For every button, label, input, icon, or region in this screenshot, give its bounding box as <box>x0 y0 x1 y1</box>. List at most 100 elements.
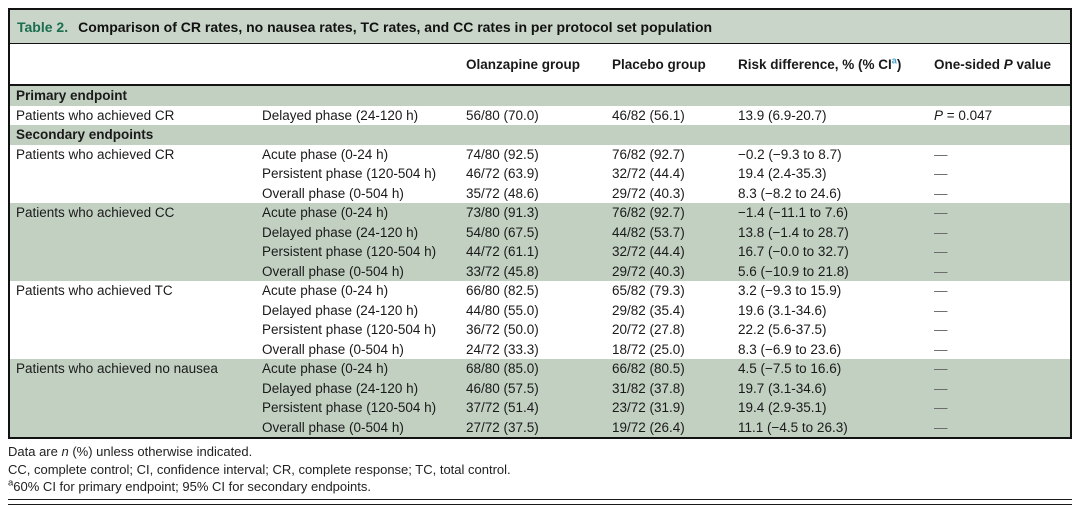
placebo-cell: 19/72 (26.4) <box>612 419 685 435</box>
risk-difference-cell: −1.4 (−11.1 to 7.6) <box>738 205 849 220</box>
endpoint-cell <box>10 301 262 321</box>
olanzapine-cell: 33/72 (45.8) <box>466 263 539 279</box>
p-value-cell: — <box>934 400 948 415</box>
phase-cell: Overall phase (0-504 h) <box>262 419 404 435</box>
placebo-cell: 23/72 (31.9) <box>612 400 685 415</box>
section-header-row: Secondary endpoints <box>10 125 1070 145</box>
olanzapine-cell: 68/80 (85.0) <box>466 361 539 376</box>
table-row: Persistent phase (120-504 h) 44/72 (61.1)… <box>10 242 1070 262</box>
placebo-cell: 18/72 (25.0) <box>612 341 685 357</box>
p-header-italic: P <box>1003 56 1013 72</box>
risk-difference-cell: 19.4 (2.4-35.3) <box>738 166 827 181</box>
footnote-data-note: Data are n (%) unless otherwise indicate… <box>8 444 253 459</box>
table-title-bar: Table 2. Comparison of CR rates, no nause… <box>10 10 1070 44</box>
phase-cell: Persistent phase (120-504 h) <box>262 400 437 415</box>
risk-difference-cell: 19.6 (3.1-34.6) <box>738 302 827 318</box>
table-frame: Table 2. Comparison of CR rates, no nause… <box>8 8 1072 439</box>
table-row: Patients who achieved CR Delayed phase (2… <box>10 105 1070 125</box>
risk-difference-cell: −0.2 (−9.3 to 8.7) <box>738 146 842 162</box>
endpoint-cell <box>10 320 262 340</box>
olanzapine-cell: 66/80 (82.5) <box>466 283 539 298</box>
olanzapine-cell: 74/80 (92.5) <box>466 146 539 162</box>
risk-difference-cell: 22.2 (5.6-37.5) <box>738 322 827 337</box>
table-row: Overall phase (0-504 h) 24/72 (33.3) 18/72… <box>10 339 1070 359</box>
p-header-prefix: One-sided <box>934 56 1004 72</box>
endpoint-cell <box>10 184 262 204</box>
p-value-cell: — <box>934 283 948 298</box>
placebo-cell: 46/82 (56.1) <box>612 107 685 123</box>
table-row: Persistent phase (120-504 h) 46/72 (63.9)… <box>10 164 1070 184</box>
endpoint-cell <box>10 418 262 438</box>
phase-cell: Delayed phase (24-120 h) <box>262 107 419 123</box>
p-value-cell: — <box>934 166 948 181</box>
p-value-cell: — <box>934 263 948 279</box>
section-title: Secondary endpoints <box>16 127 154 142</box>
column-header-row: Olanzapine group Placebo group Risk diff… <box>10 44 1070 86</box>
table-row: Persistent phase (120-504 h) 37/72 (51.4)… <box>10 398 1070 418</box>
risk-header-text: Risk difference, % (% CI <box>738 56 892 72</box>
placebo-cell: 44/82 (53.7) <box>612 224 685 240</box>
bottom-double-rule <box>8 498 1072 505</box>
phase-cell: Persistent phase (120-504 h) <box>262 322 437 337</box>
p-value-cell: — <box>934 185 948 201</box>
column-header-p-value: One-sided P value <box>934 57 1070 72</box>
p-value-cell: — <box>934 302 948 318</box>
phase-cell: Delayed phase (24-120 h) <box>262 380 419 396</box>
phase-cell: Persistent phase (120-504 h) <box>262 166 437 181</box>
olanzapine-cell: 35/72 (48.6) <box>466 185 539 201</box>
column-header-risk-difference: Risk difference, % (% CIa) <box>738 57 934 72</box>
endpoint-cell <box>10 379 262 399</box>
placebo-cell: 29/72 (40.3) <box>612 185 685 201</box>
placebo-cell: 29/82 (35.4) <box>612 302 685 318</box>
risk-difference-cell: 19.4 (2.9-35.1) <box>738 400 827 415</box>
table-row: Overall phase (0-504 h) 35/72 (48.6) 29/72… <box>10 183 1070 204</box>
section-title: Primary endpoint <box>16 88 128 103</box>
endpoint-cell <box>10 164 262 184</box>
footnote-marker-a-icon: a <box>891 56 897 65</box>
olanzapine-cell: 24/72 (33.3) <box>466 341 539 357</box>
risk-difference-cell: 19.7 (3.1-34.6) <box>738 380 827 396</box>
phase-cell: Acute phase (0-24 h) <box>262 146 389 162</box>
table-row: Overall phase (0-504 h) 33/72 (45.8) 29/72… <box>10 261 1070 282</box>
endpoint-cell: Patients who achieved CC <box>16 205 175 220</box>
table-row: Patients who achieved CC Acute phase (0-2… <box>10 203 1070 223</box>
table-row: Overall phase (0-504 h) 27/72 (37.5) 19/72… <box>10 417 1070 438</box>
section-header-row: Primary endpoint <box>10 86 1070 106</box>
table-row: Delayed phase (24-120 h) 44/80 (55.0) 29/8… <box>10 300 1070 321</box>
placebo-cell: 66/82 (80.5) <box>612 361 685 376</box>
phase-cell: Persistent phase (120-504 h) <box>262 244 437 259</box>
olanzapine-cell: 73/80 (91.3) <box>466 205 539 220</box>
endpoint-cell <box>10 262 262 282</box>
olanzapine-cell: 56/80 (70.0) <box>466 107 539 123</box>
placebo-cell: 29/72 (40.3) <box>612 263 685 279</box>
risk-difference-cell: 5.6 (−10.9 to 21.8) <box>738 263 849 279</box>
endpoint-cell: Patients who achieved no nausea <box>16 361 218 376</box>
phase-cell: Acute phase (0-24 h) <box>262 205 389 220</box>
endpoint-cell: Patients who achieved TC <box>16 283 173 298</box>
p-value-cell: — <box>934 380 948 396</box>
phase-cell: Acute phase (0-24 h) <box>262 361 389 376</box>
p-value-cell: — <box>934 419 948 435</box>
endpoint-cell: Patients who achieved CR <box>16 146 175 162</box>
olanzapine-cell: 37/72 (51.4) <box>466 400 539 415</box>
table-row: Persistent phase (120-504 h) 36/72 (50.0)… <box>10 320 1070 340</box>
olanzapine-cell: 44/80 (55.0) <box>466 302 539 318</box>
olanzapine-cell: 54/80 (67.5) <box>466 224 539 240</box>
phase-cell: Delayed phase (24-120 h) <box>262 224 419 240</box>
phase-cell: Acute phase (0-24 h) <box>262 283 389 298</box>
endpoint-cell <box>10 242 262 262</box>
table-number: Table 2. <box>17 19 69 35</box>
p-value-cell: P = 0.047 <box>934 107 993 123</box>
phase-cell: Overall phase (0-504 h) <box>262 341 404 357</box>
phase-cell: Delayed phase (24-120 h) <box>262 302 419 318</box>
table-footnotes: Data are n (%) unless otherwise indicate… <box>8 443 1072 496</box>
placebo-cell: 32/72 (44.4) <box>612 166 685 181</box>
placebo-cell: 20/72 (27.8) <box>612 322 685 337</box>
risk-header-suffix: ) <box>896 56 902 72</box>
table-body: Primary endpoint Patients who achieved CR… <box>10 86 1070 437</box>
endpoint-cell <box>10 398 262 418</box>
risk-difference-cell: 3.2 (−9.3 to 15.9) <box>738 283 842 298</box>
risk-difference-cell: 8.3 (−6.9 to 23.6) <box>738 341 842 357</box>
olanzapine-cell: 46/80 (57.5) <box>466 380 539 396</box>
endpoint-cell <box>10 223 262 243</box>
